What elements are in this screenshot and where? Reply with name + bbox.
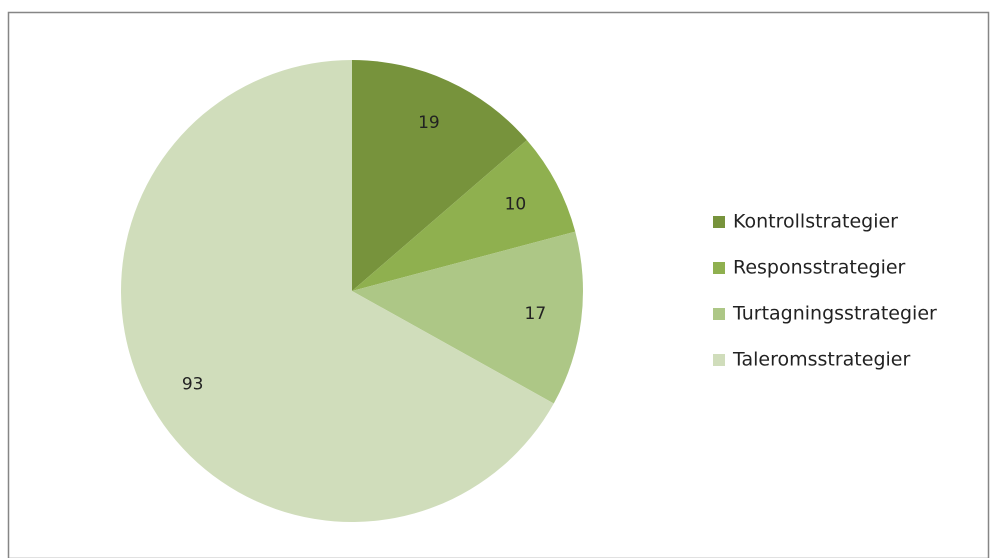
legend-label: Responsstrategier (733, 257, 906, 279)
legend-label: Kontrollstrategier (733, 211, 898, 233)
legend-label: Turtagningsstrategier (732, 303, 937, 325)
legend-label: Taleromsstrategier (732, 349, 910, 371)
legend-swatch (713, 308, 725, 320)
pie-slice (352, 140, 576, 291)
pie-slice (352, 231, 583, 404)
data-label: 19 (418, 113, 440, 133)
pie-slice (121, 60, 554, 522)
legend-swatch (713, 354, 725, 366)
legend-swatch (713, 216, 725, 228)
data-label: 17 (525, 304, 547, 324)
data-label: 10 (505, 195, 527, 215)
data-label: 93 (182, 375, 204, 395)
pie-slice (352, 60, 527, 291)
legend-swatch (713, 262, 725, 274)
